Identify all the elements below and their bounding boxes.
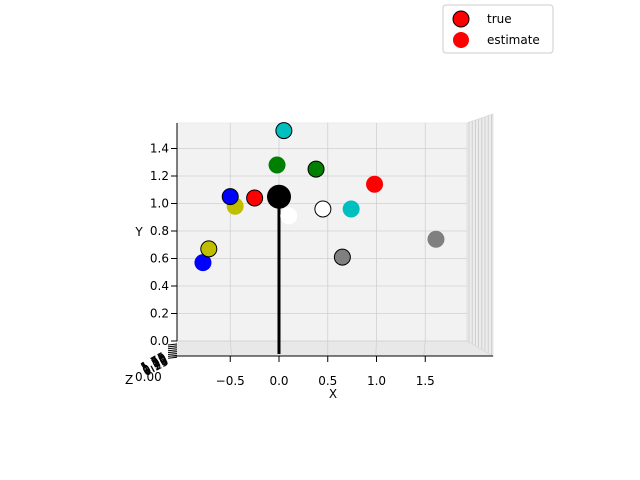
z-tick-mark — [167, 343, 178, 346]
z-tick-mark — [167, 354, 178, 357]
y-ticks: 0.0 0.2 0.4 0.6 0.8 1.0 1.2 1.4 — [150, 142, 177, 348]
y-tick-label: 0.0 — [150, 334, 169, 348]
estimate-point — [280, 207, 298, 225]
x-tick-label: 0.0 — [269, 374, 288, 388]
estimate-point — [342, 200, 360, 218]
estimate-point — [427, 230, 445, 248]
true-point — [221, 188, 239, 206]
y-tick-label: 0.4 — [150, 279, 169, 293]
z-tick-mark — [167, 351, 178, 354]
y-axis-label: Y — [134, 225, 143, 239]
y-tick-label: 0.8 — [150, 224, 169, 238]
estimate-point — [366, 175, 384, 193]
x-tick-label: −0.5 — [216, 374, 245, 388]
true-point — [246, 189, 264, 207]
floor-gridline — [229, 340, 233, 357]
z-tick-mark — [167, 347, 178, 350]
true-point — [333, 248, 351, 266]
z-axis-label: Z — [125, 373, 133, 387]
side-grid — [468, 114, 492, 355]
true-point — [275, 122, 293, 140]
y-tick-label: 1.4 — [150, 142, 169, 156]
true-point — [307, 160, 325, 178]
legend-label-true: true — [487, 12, 512, 26]
estimate-point — [268, 156, 286, 174]
origin-marker — [267, 184, 291, 209]
true-point — [314, 200, 332, 218]
gridlines — [177, 123, 467, 357]
floor-gridline — [423, 340, 426, 357]
z-tick-mark — [167, 345, 178, 348]
y-tick-label: 1.2 — [150, 169, 169, 183]
x-tick-label: 1.0 — [367, 374, 386, 388]
legend-marker-estimate — [453, 32, 469, 48]
back-pane — [176, 122, 468, 342]
floor-gridline — [375, 340, 377, 357]
z-tick-mark — [167, 353, 178, 355]
x-axis-label: X — [329, 387, 337, 401]
true-point — [200, 240, 218, 258]
x-ticks: −0.5 0.0 0.5 1.0 1.5 — [216, 356, 435, 388]
legend: true estimate — [442, 4, 554, 54]
z-tick-mark — [167, 349, 178, 352]
estimate-point — [194, 254, 212, 272]
x-tick-label: 0.5 — [318, 374, 337, 388]
legend-box — [442, 4, 554, 54]
data-marks — [194, 122, 445, 354]
legend-marker-true — [452, 10, 470, 28]
x-tick-label: 1.5 — [416, 374, 435, 388]
y-tick-label: 0.2 — [150, 307, 169, 321]
legend-label-estimate: estimate — [487, 33, 540, 47]
z-tick-mark — [167, 356, 178, 359]
z-tick-label-visible: 0.00 — [135, 370, 162, 384]
y-tick-label: 0.6 — [150, 252, 169, 266]
side-pane — [466, 113, 494, 357]
y-tick-label: 1.0 — [150, 197, 169, 211]
floor-pane — [171, 340, 495, 357]
